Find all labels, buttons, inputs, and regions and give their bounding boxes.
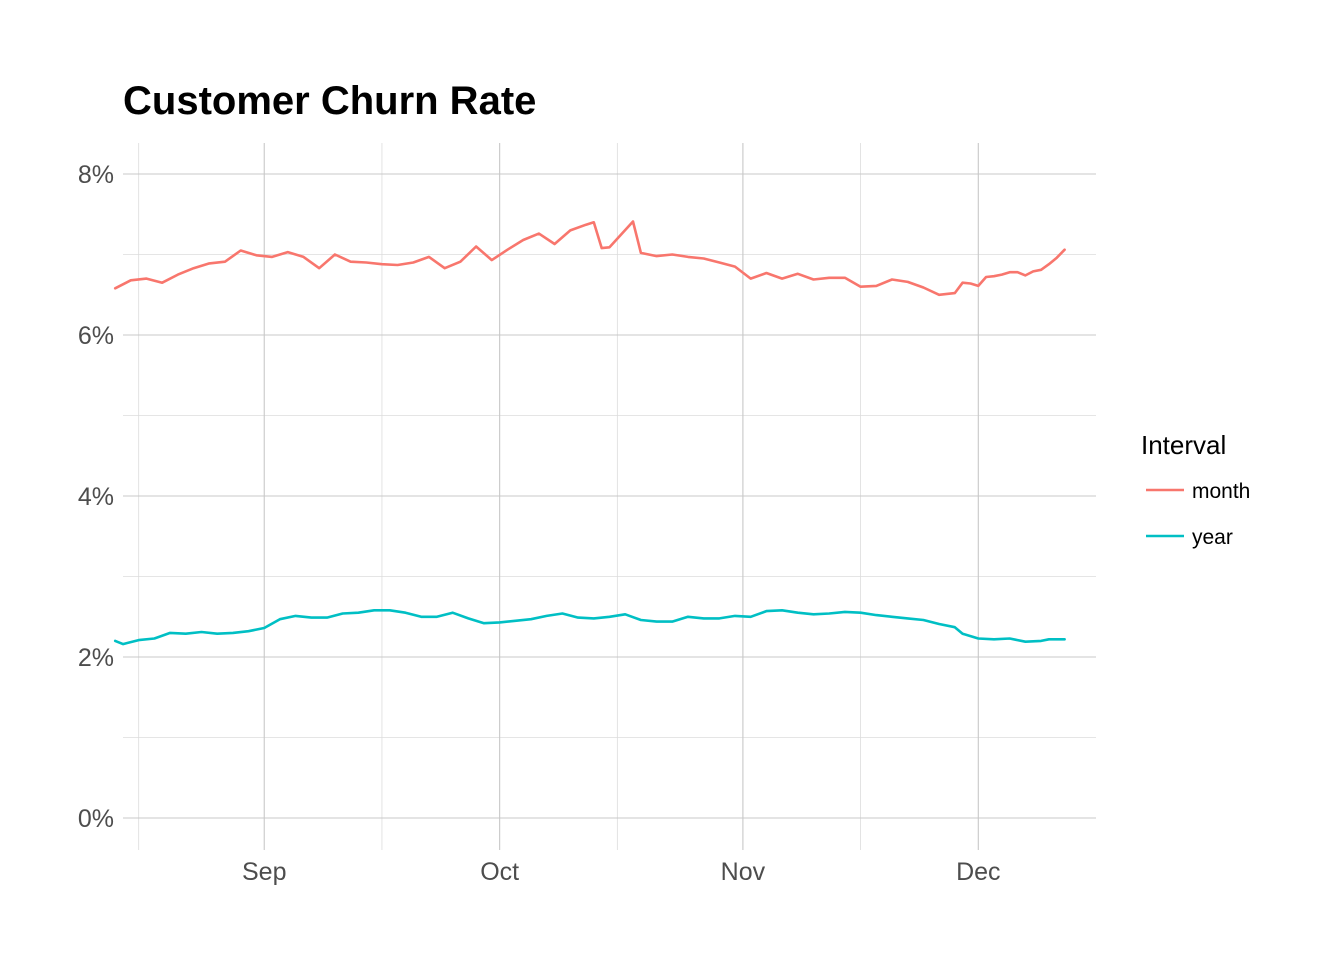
x-tick-label: Nov <box>721 858 766 886</box>
y-tick-label: 8% <box>78 161 114 189</box>
series-line-year <box>113 609 1066 646</box>
x-axis-tick-labels: Sep Oct Nov Dec <box>242 858 1001 886</box>
grid <box>123 143 1096 850</box>
x-tick-label: Sep <box>242 858 286 886</box>
legend-label-year: year <box>1192 526 1233 549</box>
x-tick-label: Oct <box>480 858 519 886</box>
y-tick-label: 4% <box>78 483 114 511</box>
legend: Interval month year <box>1141 430 1250 549</box>
y-tick-label: 0% <box>78 805 114 833</box>
chart-title: Customer Churn Rate <box>123 79 536 123</box>
y-axis-tick-labels: 0% 2% 4% 6% 8% <box>78 161 114 833</box>
y-tick-label: 6% <box>78 322 114 350</box>
series-line-month <box>113 220 1066 297</box>
legend-label-month: month <box>1192 480 1250 503</box>
x-tick-label: Dec <box>956 858 1000 886</box>
series-lines <box>113 220 1066 646</box>
y-tick-label: 2% <box>78 644 114 672</box>
legend-title: Interval <box>1141 430 1226 460</box>
